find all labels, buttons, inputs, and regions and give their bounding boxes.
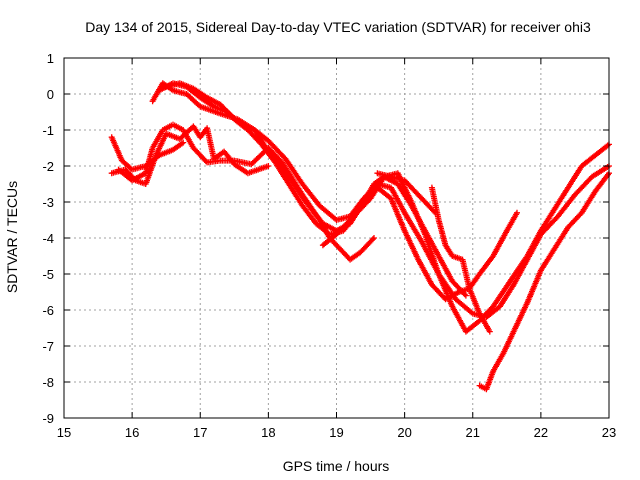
x-tick-label: 19 [329,425,343,440]
series-track-8 [374,170,439,216]
plus-markers [319,184,520,303]
x-axis-label: GPS time / hours [283,458,390,474]
series-track-5 [156,80,612,321]
series-track-7 [319,184,520,303]
series-track-9 [428,184,493,335]
y-tick-label: -2 [42,159,54,174]
x-tick-label: 22 [534,425,548,440]
y-tick-label: 0 [47,87,54,102]
x-tick-label: 17 [193,425,207,440]
x-tick-label: 18 [261,425,275,440]
y-tick-label: -1 [42,123,54,138]
x-tick-label: 21 [466,425,480,440]
series-track-10 [476,170,612,393]
y-tick-label: -6 [42,303,54,318]
y-axis-label: SDTVAR / TECUs [4,181,20,293]
x-tick-label: 20 [397,425,411,440]
plus-markers [156,80,612,321]
x-tick-label: 23 [602,425,616,440]
y-tick-label: -3 [42,195,54,210]
plus-markers [374,170,439,216]
y-tick-label: 1 [47,51,54,66]
plot-frame [63,57,610,419]
x-tick-label: 15 [57,425,71,440]
y-tick-label: -9 [42,411,54,426]
tick-labels: 15 16 17 18 19 20 21 22 23 1 0 -1 -2 -3 -4 -5 -6 -7 -8 -9 [42,51,616,440]
plus-markers [428,184,493,335]
y-tick-label: -5 [42,267,54,282]
data-markers [108,80,612,393]
y-tick-label: -8 [42,375,54,390]
y-tick-label: -7 [42,339,54,354]
plus-markers [476,170,612,393]
x-tick-label: 16 [125,425,139,440]
y-tick-label: -4 [42,231,54,246]
chart-title: Day 134 of 2015, Sidereal Day-to-day VTE… [85,19,591,35]
